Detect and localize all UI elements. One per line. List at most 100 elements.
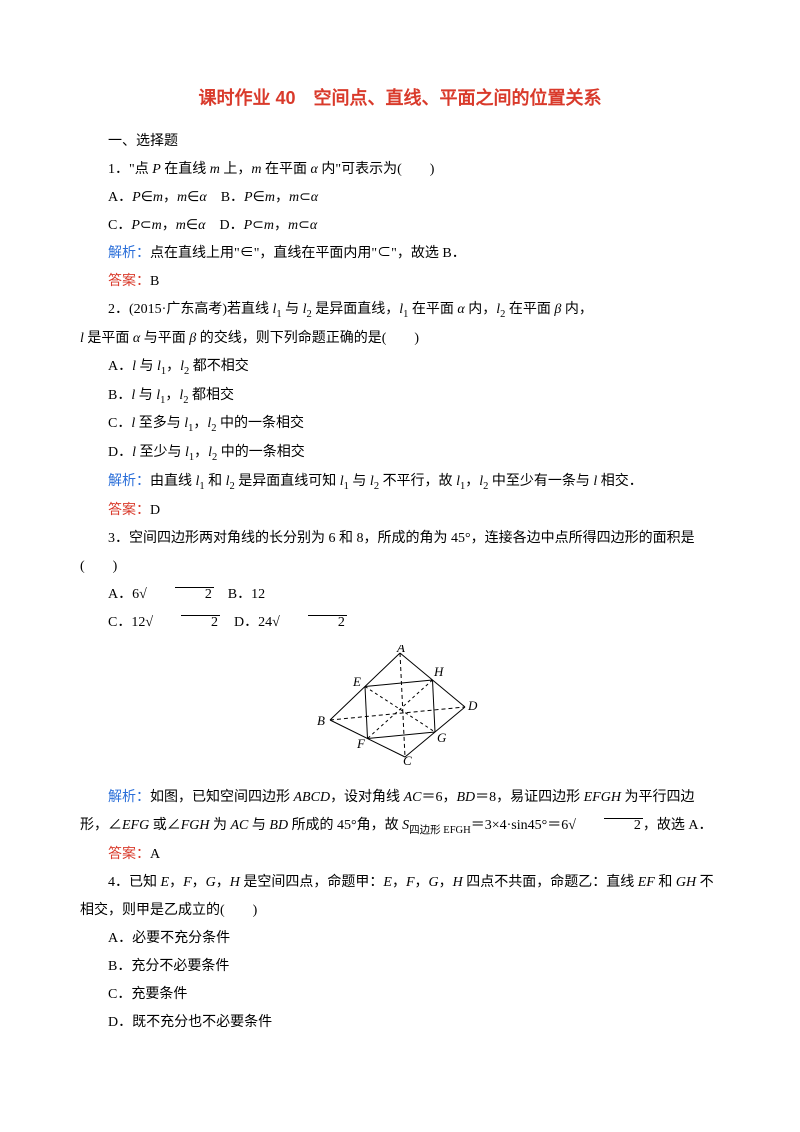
c: ， (439, 875, 453, 890)
q3-analysis: 解析：如图，已知空间四边形 ABCD，设对角线 AC＝6，BD＝8，易证四边形 … (80, 784, 720, 841)
t: 4．已知 (108, 875, 161, 890)
GH: GH (676, 875, 696, 890)
label-E: E (352, 674, 361, 689)
H: H (453, 875, 463, 890)
t: 中至少有一条与 (488, 474, 593, 489)
answer-label: 答案： (108, 274, 150, 289)
t: 的交线，则下列命题正确的是( ) (196, 331, 419, 346)
q4-stem: 4．已知 E，F，G，H 是空间四点，命题甲：E，F，G，H 四点不共面，命题乙… (80, 869, 720, 925)
t: 是空间四点，命题甲： (240, 875, 384, 890)
pre: D． (108, 445, 132, 460)
pre: B． (108, 388, 131, 403)
alpha: α (199, 190, 206, 205)
optD-prefix: D． (205, 218, 243, 233)
optA-pre: A．6 (108, 587, 139, 602)
BD: BD (456, 790, 475, 805)
rel: ∈ (186, 218, 198, 233)
m: m (288, 218, 298, 233)
q2-optC: C．l 至多与 l1，l2 中的一条相交 (80, 410, 720, 439)
t: 与 (248, 818, 269, 833)
c: ， (166, 359, 180, 374)
text: 1．"点 (108, 162, 152, 177)
sqrt-icon: √ (139, 587, 147, 602)
c: ， (216, 875, 230, 890)
c: ， (193, 416, 207, 431)
text: 内"可表示为( ) (318, 162, 435, 177)
q2-optA: A．l 与 l1，l2 都不相交 (80, 353, 720, 382)
val: 2 (604, 818, 643, 833)
q2-stem-cont: l 是平面 α 与平面 β 的交线，则下列命题正确的是( ) (80, 325, 720, 353)
AC: AC (231, 818, 249, 833)
answer-text: D (150, 503, 160, 518)
q3-answer: 答案：A (80, 841, 720, 869)
c: ， (169, 875, 183, 890)
label-G: G (437, 730, 447, 745)
t: 为 (210, 818, 231, 833)
t: 内， (465, 302, 497, 317)
t: ＝3×4·sin45°＝6 (471, 818, 569, 833)
text: 在平面 (262, 162, 311, 177)
optB: B．12 (214, 587, 265, 602)
analysis-text: 点在直线上用"∈"，直线在平面内用"⊂"，故选 B． (150, 246, 466, 261)
radicand: 2 (147, 587, 214, 602)
txt: 中的一条相交 (217, 445, 305, 460)
t: ，故选 A． (643, 818, 713, 833)
alpha: α (457, 302, 464, 317)
t: 内， (561, 302, 593, 317)
rel: ∈ (253, 190, 265, 205)
var-P: P (152, 162, 161, 177)
H: H (230, 875, 240, 890)
t: 在平面 (505, 302, 554, 317)
text: 上， (220, 162, 252, 177)
m: m (152, 218, 162, 233)
q1-analysis: 解析：点在直线上用"∈"，直线在平面内用"⊂"，故选 B． (80, 240, 720, 268)
q1-stem: 1．"点 P 在直线 m 上，m 在平面 α 内"可表示为( ) (80, 156, 720, 184)
page-title: 课时作业 40 空间点、直线、平面之间的位置关系 (80, 80, 720, 116)
t: 与 (282, 302, 303, 317)
val: 2 (181, 615, 220, 630)
m: m (176, 218, 186, 233)
t: 或∠ (149, 818, 181, 833)
optD-pre: D．24 (220, 615, 272, 630)
var-alpha: α (311, 162, 318, 177)
m: m (264, 218, 274, 233)
G: G (206, 875, 216, 890)
t: ＝6， (421, 790, 456, 805)
var-m: m (210, 162, 220, 177)
ABCD: ABCD (294, 790, 331, 805)
c: ， (392, 875, 406, 890)
t: 与 (349, 474, 370, 489)
optC-prefix: C． (108, 218, 131, 233)
FGH: FGH (181, 818, 210, 833)
label-C: C (403, 753, 412, 765)
q2-stem: 2．(2015·广东高考)若直线 l1 与 l2 是异面直线，l1 在平面 α … (80, 296, 720, 325)
answer-label: 答案： (108, 847, 150, 862)
q2-optD: D．l 至少与 l1，l2 中的一条相交 (80, 439, 720, 468)
val: 2 (308, 615, 347, 630)
q2-answer: 答案：D (80, 497, 720, 525)
t: 在平面 (408, 302, 457, 317)
section-heading: 一、选择题 (80, 128, 720, 156)
BD: BD (269, 818, 288, 833)
m: m (153, 190, 163, 205)
t: 与平面 (140, 331, 189, 346)
q3-optCD: C．12√2 D．24√2 (80, 609, 720, 637)
q3-stem: 3．空间四边形两对角线的长分别为 6 和 8，所成的角为 45°，连接各边中点所… (80, 525, 720, 581)
q4-optB: B．充分不必要条件 (80, 953, 720, 981)
E: E (161, 875, 170, 890)
q4-optC: C．充要条件 (80, 981, 720, 1009)
comma: ， (163, 190, 177, 205)
q1-answer: 答案：B (80, 268, 720, 296)
AC: AC (404, 790, 422, 805)
rel: ⊂ (140, 218, 152, 233)
t: 四点不共面，命题乙：直线 (463, 875, 638, 890)
rel: ⊂ (298, 218, 310, 233)
analysis-label: 解析： (108, 246, 150, 261)
txt: 中的一条相交 (217, 416, 305, 431)
c: ， (192, 875, 206, 890)
pre: A． (108, 359, 132, 374)
EFGH: EFGH (584, 790, 621, 805)
optC-pre: C．12 (108, 615, 145, 630)
P: P (244, 190, 253, 205)
q4-optA: A．必要不充分条件 (80, 925, 720, 953)
